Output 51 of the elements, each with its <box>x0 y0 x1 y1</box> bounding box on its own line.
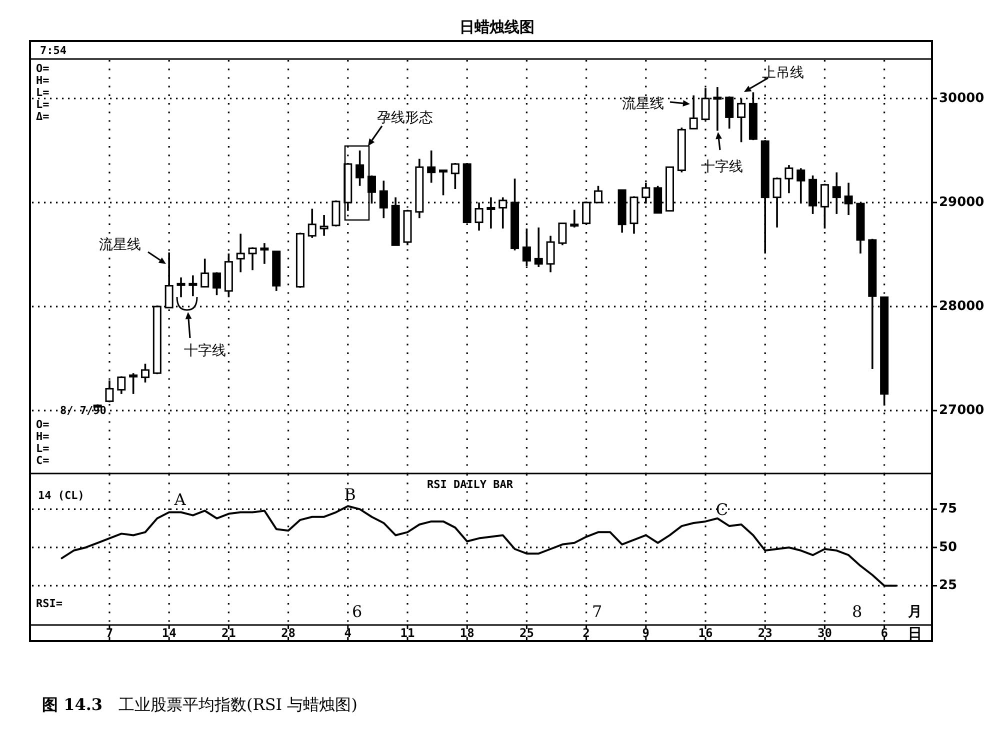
x-tick-label: 9 <box>642 626 650 640</box>
annotation: C <box>716 500 728 519</box>
annotation: 流星线 <box>622 96 664 112</box>
x-tick-label: 16 <box>698 626 713 640</box>
y-tick-label: 28000 <box>939 299 984 314</box>
text: L= <box>36 98 50 111</box>
text: O= <box>36 62 50 75</box>
annotation: 流星线 <box>99 237 141 253</box>
annotation: 7 <box>592 602 602 621</box>
text: L= <box>36 442 50 455</box>
text: C= <box>36 454 50 467</box>
text: 月 <box>907 604 922 620</box>
x-tick-label: 18 <box>460 626 474 640</box>
y-tick-label: 27000 <box>939 403 984 418</box>
annotation: 孕线形态 <box>377 110 433 126</box>
text: O= <box>36 418 50 431</box>
y-tick-label: 29000 <box>939 195 984 210</box>
annotation: 上吊线 <box>762 65 804 81</box>
annotation: 8 <box>852 602 862 621</box>
x-tick-label: 28 <box>281 626 296 640</box>
x-axis-title: 日 <box>908 626 922 642</box>
line-series <box>60 505 898 587</box>
y-tick-label: 50 <box>939 540 958 555</box>
annotation: 十字线 <box>184 343 226 359</box>
x-tick-label: 25 <box>519 626 534 640</box>
y-tick-label: 25 <box>939 578 958 594</box>
annotation: A <box>173 490 186 509</box>
x-tick-label: 11 <box>400 626 415 640</box>
text: 7:54 <box>40 44 67 57</box>
y-tick-label: 75 <box>939 502 958 517</box>
x-tick-label: 21 <box>221 626 236 640</box>
x-tick-label: 7 <box>106 626 114 640</box>
x-tick-label: 23 <box>758 626 772 640</box>
x-tick-label: 2 <box>582 626 590 640</box>
annotation: 14 (CL) <box>38 489 84 502</box>
x-tick-label: 6 <box>880 626 888 640</box>
chart-title: 日蜡烛线图 <box>460 18 534 36</box>
x-tick-label: 14 <box>162 626 176 640</box>
chart-title: RSI DAILY BAR <box>426 478 514 491</box>
x-tick-label: 4 <box>344 626 352 640</box>
text: H= <box>36 74 50 87</box>
annotation: B <box>344 485 356 504</box>
text: H= <box>36 430 50 443</box>
annotation: 6 <box>352 602 362 621</box>
y-tick-label: 30000 <box>939 90 984 106</box>
text: Δ= <box>36 110 50 123</box>
text: 图 14.3 工业股票平均指数(RSI 与蜡烛图) <box>42 695 358 714</box>
text: L= <box>36 86 50 99</box>
annotation: RSI= <box>36 597 63 610</box>
x-tick-label: 30 <box>817 626 832 640</box>
annotation: 十字线 <box>701 159 743 175</box>
